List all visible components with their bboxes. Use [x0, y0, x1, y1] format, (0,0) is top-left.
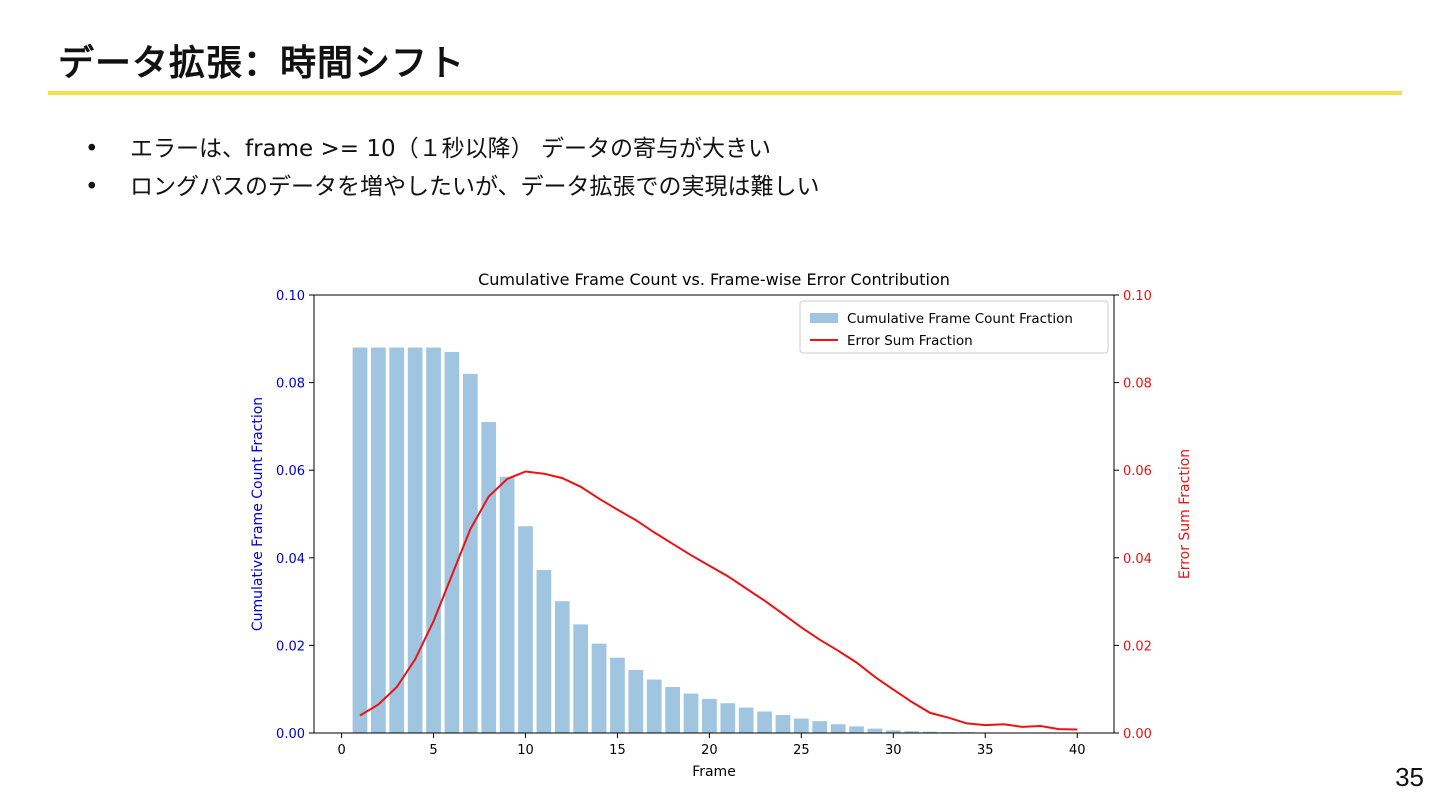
- bar: [867, 728, 883, 733]
- bar: [481, 422, 497, 733]
- x-tick-label: 20: [701, 743, 718, 758]
- x-tick-label: 25: [793, 743, 810, 758]
- y-tick-label: 0.06: [276, 464, 305, 479]
- title-underline: [48, 91, 1402, 95]
- y-tick-label: 0.00: [276, 727, 305, 742]
- bar: [444, 351, 460, 733]
- x-axis-label: Frame: [692, 764, 736, 780]
- bar: [554, 601, 570, 733]
- legend-box: [799, 300, 1109, 354]
- bar: [389, 347, 405, 733]
- error-sum-line: [359, 470, 1078, 731]
- bar: [720, 703, 736, 733]
- bullet-item: • ロングパスのデータを増やしたいが、データ拡張での実現は難しい: [80, 168, 820, 206]
- x-axis: 0 5 10 15 20 25 30 35 40: [337, 733, 1085, 758]
- bar: [885, 730, 901, 733]
- line-series: [359, 470, 1078, 731]
- legend: Cumulative Frame Count Fraction Error Sum…: [799, 300, 1109, 354]
- bar: [794, 718, 809, 733]
- bar: [499, 476, 515, 733]
- x-tick-label: 0: [337, 743, 345, 758]
- error-contribution-chart: 0 5 10 15 20 25 30 35 40 0.00 0.02 0.04 0.06 0.08 0.1…: [250, 270, 1193, 780]
- bar: [812, 721, 828, 733]
- x-tick-label: 30: [885, 743, 902, 758]
- bar: [922, 731, 938, 733]
- bullet-list: • エラーは、frame >= 10（１秒以降） データの寄与が大きい • ロングパ…: [80, 130, 820, 206]
- bar: [518, 526, 533, 733]
- bullet-text: ロングパスのデータを増やしたいが、データ拡張での実現は難しい: [130, 174, 820, 200]
- bar: [591, 643, 607, 733]
- y2-axis-label: Error Sum Fraction: [1177, 449, 1193, 579]
- plot-frame: [313, 294, 1115, 734]
- chart-title: Cumulative Frame Count vs. Frame-wise Er…: [478, 270, 950, 289]
- bar: [904, 731, 920, 733]
- y-axis-left: 0.00 0.02 0.04 0.06 0.08 0.10: [276, 289, 314, 742]
- legend-label: Error Sum Fraction: [847, 333, 973, 349]
- bar: [775, 715, 791, 733]
- bar: [849, 726, 864, 733]
- bar: [738, 707, 754, 733]
- x-tick-label: 15: [609, 743, 626, 758]
- x-tick-label: 10: [517, 743, 534, 758]
- bar: [628, 669, 644, 733]
- x-tick-label: 35: [977, 743, 994, 758]
- y-axis-right: 0.00 0.02 0.04 0.06 0.08 0.10: [1114, 289, 1152, 742]
- y-tick-label: 0.10: [276, 289, 305, 304]
- y2-tick-label: 0.06: [1123, 464, 1152, 479]
- bar: [573, 624, 589, 733]
- slide-title: データ拡張：時間シフト: [58, 43, 466, 84]
- x-tick-label: 40: [1069, 743, 1086, 758]
- bullet-dot-icon: •: [85, 136, 99, 162]
- bar: [665, 687, 680, 733]
- bar: [426, 347, 441, 733]
- bar: [683, 693, 699, 733]
- bar-series: [352, 347, 1085, 733]
- bullet-item: • エラーは、frame >= 10（１秒以降） データの寄与が大きい: [80, 130, 820, 168]
- bar: [702, 698, 717, 733]
- bar: [536, 570, 552, 733]
- x-tick-label: 5: [429, 743, 437, 758]
- bullet-text: エラーは、frame >= 10（１秒以降） データの寄与が大きい: [130, 136, 771, 162]
- bar: [757, 711, 772, 733]
- bar: [371, 347, 386, 733]
- bar: [610, 657, 625, 733]
- y-axis-label: Cumulative Frame Count Fraction: [250, 397, 266, 631]
- bar: [352, 347, 368, 733]
- bar: [830, 724, 846, 733]
- legend-label: Cumulative Frame Count Fraction: [847, 311, 1073, 327]
- y2-tick-label: 0.04: [1123, 552, 1152, 567]
- page-number: 35: [1395, 762, 1424, 792]
- bar: [462, 373, 478, 733]
- y2-tick-label: 0.08: [1123, 377, 1152, 392]
- legend-swatch-bar: [810, 313, 838, 323]
- y2-tick-label: 0.00: [1123, 727, 1152, 742]
- bar: [407, 347, 423, 733]
- y2-tick-label: 0.02: [1123, 639, 1152, 654]
- y-tick-label: 0.02: [276, 639, 305, 654]
- y-tick-label: 0.04: [276, 552, 305, 567]
- y2-tick-label: 0.10: [1123, 289, 1152, 304]
- bullet-dot-icon: •: [85, 174, 99, 200]
- y-tick-label: 0.08: [276, 377, 305, 392]
- bar: [646, 679, 662, 733]
